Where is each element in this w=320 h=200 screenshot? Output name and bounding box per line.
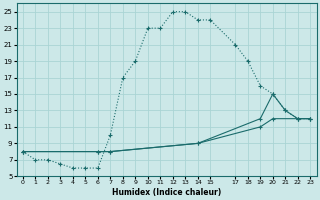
- X-axis label: Humidex (Indice chaleur): Humidex (Indice chaleur): [112, 188, 221, 197]
